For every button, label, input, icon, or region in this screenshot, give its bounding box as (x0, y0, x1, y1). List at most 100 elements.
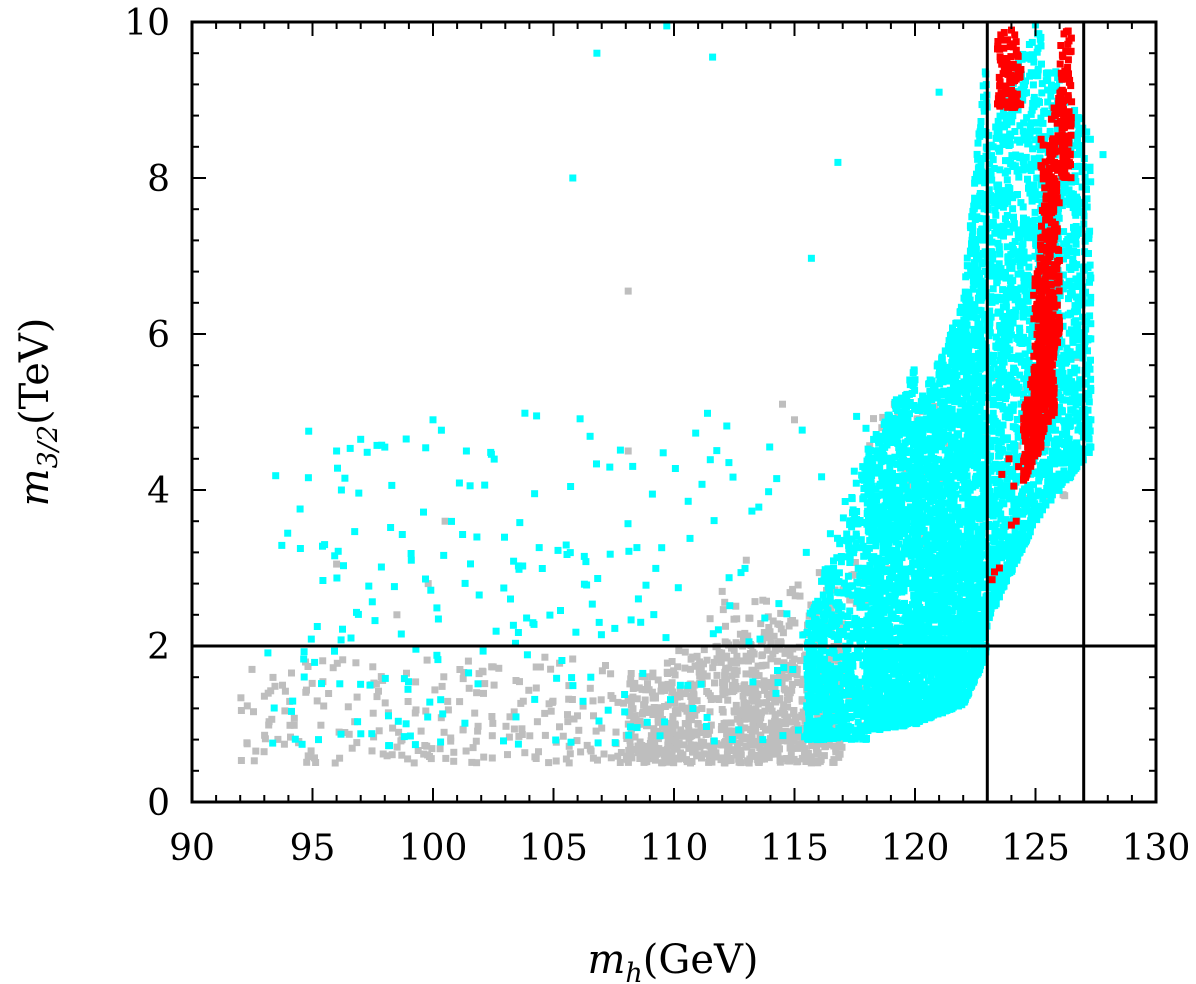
data-point (933, 602, 941, 610)
data-point (761, 726, 769, 734)
data-point (803, 671, 811, 679)
data-point (660, 751, 668, 759)
data-point (794, 726, 802, 734)
data-point (307, 635, 315, 643)
data-point (882, 623, 890, 630)
data-point (941, 628, 949, 636)
data-point (941, 513, 949, 521)
data-point (412, 645, 420, 653)
data-point (765, 629, 773, 637)
data-point (905, 457, 913, 465)
data-point (676, 693, 684, 701)
data-point (812, 674, 820, 682)
data-point (947, 465, 955, 473)
data-point (906, 381, 914, 389)
data-point (833, 554, 841, 562)
data-point (830, 569, 838, 577)
data-point (851, 652, 859, 659)
data-point (859, 564, 867, 572)
data-point (611, 739, 619, 747)
data-point (312, 759, 320, 766)
data-point (651, 756, 659, 764)
data-point (772, 689, 780, 697)
data-point (890, 421, 898, 429)
data-point (388, 751, 396, 759)
data-point (912, 666, 920, 674)
data-point (290, 721, 298, 729)
data-point (886, 683, 894, 691)
data-point (638, 754, 646, 762)
data-point (786, 689, 794, 697)
data-point (814, 626, 822, 634)
data-point (850, 571, 858, 579)
data-point (567, 483, 575, 490)
data-point (730, 707, 738, 715)
data-point (849, 582, 857, 590)
data-point (634, 742, 642, 750)
data-point (639, 709, 647, 716)
data-point (805, 655, 813, 663)
data-point (645, 686, 653, 694)
data-point (879, 616, 887, 624)
data-point (862, 424, 870, 432)
data-point (806, 645, 814, 653)
data-point (752, 696, 760, 704)
data-point (521, 409, 529, 417)
data-point (846, 559, 854, 566)
data-point (807, 601, 815, 609)
data-point (674, 584, 682, 592)
data-point (903, 519, 911, 526)
data-point (903, 620, 911, 628)
data-point (877, 581, 885, 589)
data-point (467, 560, 474, 568)
data-point (936, 615, 944, 623)
data-point (711, 679, 718, 687)
data-point (278, 541, 286, 549)
data-point (879, 711, 887, 718)
data-point (912, 683, 920, 691)
data-point (568, 674, 576, 682)
data-point (311, 754, 318, 762)
data-point (687, 665, 694, 673)
data-point (811, 655, 819, 663)
data-point (807, 623, 815, 631)
data-point (859, 685, 867, 693)
data-point (420, 750, 428, 758)
data-point (771, 732, 779, 740)
data-point (487, 450, 495, 458)
data-point (514, 740, 522, 748)
data-point (891, 558, 899, 566)
data-point (763, 597, 770, 605)
data-point (535, 748, 542, 756)
data-point (952, 339, 960, 347)
data-point (786, 651, 794, 659)
data-point (871, 534, 879, 542)
data-point (662, 634, 670, 642)
data-point (875, 646, 883, 653)
data-point (475, 591, 483, 599)
data-point (757, 713, 765, 721)
data-point (1042, 443, 1050, 451)
data-point (912, 497, 919, 505)
data-point (354, 718, 362, 726)
data-point (850, 735, 858, 743)
data-point (946, 386, 954, 394)
data-point (794, 581, 802, 589)
data-point (686, 534, 694, 542)
data-point (749, 741, 757, 749)
data-point (852, 539, 860, 547)
data-point (872, 542, 880, 550)
data-point (710, 517, 718, 525)
data-point (894, 500, 902, 508)
data-point (460, 669, 468, 676)
data-point (654, 727, 662, 735)
data-point (936, 504, 944, 512)
data-point (808, 735, 815, 743)
data-point (957, 607, 965, 614)
data-point (846, 517, 854, 525)
data-point (664, 752, 672, 760)
data-point (829, 644, 837, 652)
data-point (479, 647, 487, 655)
data-point (809, 695, 817, 703)
